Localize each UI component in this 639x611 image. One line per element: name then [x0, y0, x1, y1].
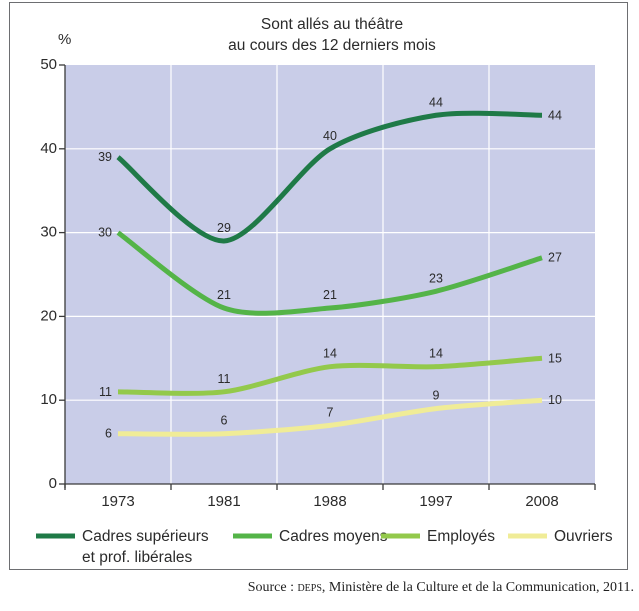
chart-frame: Sont allés au théâtre au cours des 12 der… [9, 2, 628, 570]
x-tick-label: 1988 [313, 493, 346, 510]
data-label: 6 [105, 427, 112, 441]
data-label: 30 [98, 226, 112, 240]
legend-label-1: et prof. libérales [82, 549, 193, 566]
x-tick-label: 1981 [207, 493, 240, 510]
plot-area [65, 65, 595, 484]
data-label: 29 [217, 221, 231, 235]
data-label: 44 [429, 95, 443, 109]
source-rest: , Ministère de la Culture et de la Commu… [321, 580, 634, 595]
data-label: 11 [218, 372, 231, 386]
data-label: 27 [548, 251, 562, 265]
data-label: 44 [548, 108, 562, 122]
data-label: 39 [98, 150, 112, 164]
legend-label-1: Cadres supérieurs [82, 528, 209, 545]
data-label: 23 [429, 271, 443, 285]
x-tick-label: 1997 [419, 493, 452, 510]
y-tick-label: 30 [40, 224, 57, 241]
x-tick-label: 1973 [101, 493, 134, 510]
data-label: 9 [433, 389, 440, 403]
chart-title-line: au cours des 12 derniers mois [228, 37, 436, 54]
legend-label-2: Cadres moyens [279, 528, 388, 545]
y-tick-label: 0 [49, 475, 57, 492]
y-tick-label: 40 [40, 140, 57, 157]
data-label: 21 [323, 288, 337, 302]
source-note: Source : DEPS, Ministère de la Culture e… [0, 580, 634, 596]
y-tick-label: 10 [40, 391, 57, 408]
series-line-3 [117, 355, 543, 396]
chart-title-line: Sont allés au théâtre [261, 16, 403, 33]
data-label: 14 [323, 347, 337, 361]
series-line-2 [116, 230, 543, 316]
data-label: 21 [217, 288, 231, 302]
data-label: 40 [323, 129, 337, 143]
y-tick-label: 20 [40, 307, 57, 324]
x-tick-label: 2008 [525, 493, 558, 510]
line-chart: Sont allés au théâtre au cours des 12 der… [36, 16, 613, 566]
data-label: 15 [548, 351, 562, 365]
data-label: 7 [327, 405, 334, 419]
source-prefix: Source : [247, 580, 298, 595]
data-label: 10 [548, 393, 562, 407]
legend-label-4: Ouvriers [554, 528, 613, 545]
y-axis-unit-label: % [58, 31, 71, 48]
data-label: 14 [429, 347, 443, 361]
y-tick-label: 50 [40, 56, 57, 73]
series-line-4 [117, 397, 543, 437]
legend-label-3: Employés [427, 528, 495, 545]
source-org: DEPS [297, 580, 322, 595]
data-label: 11 [99, 385, 112, 399]
data-label: 6 [221, 414, 228, 428]
series-line-1 [116, 110, 543, 244]
